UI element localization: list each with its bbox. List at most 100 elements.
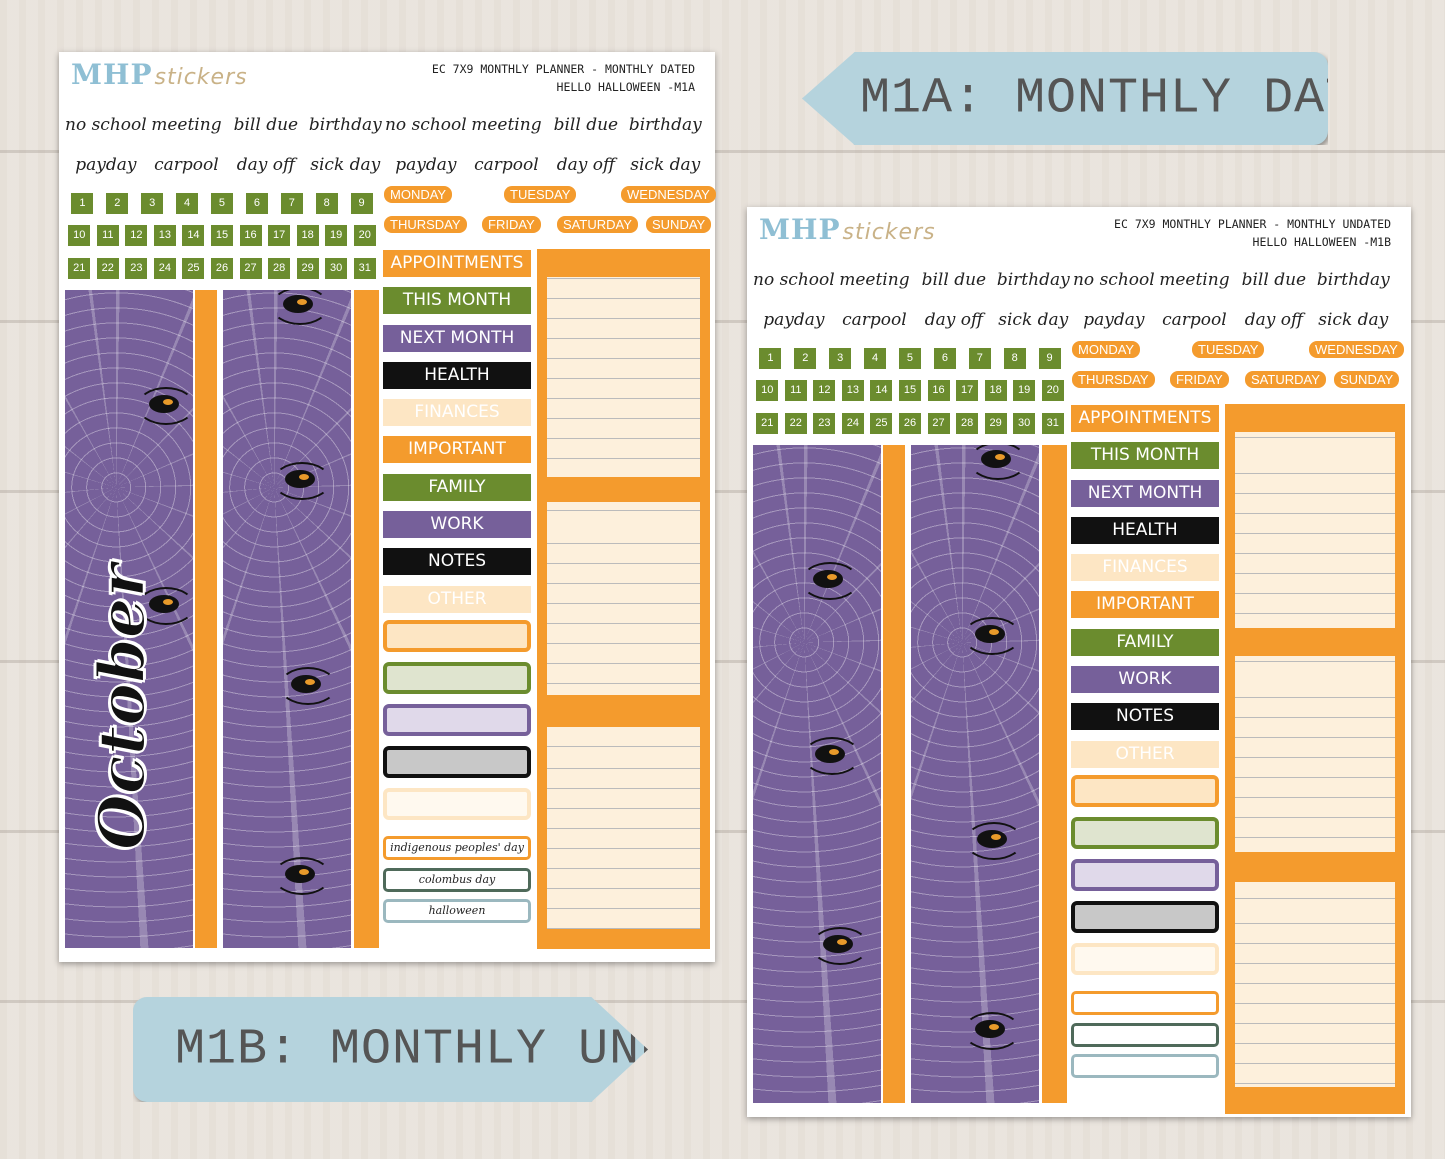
category-label: NEXT MONTH <box>1071 479 1219 507</box>
blank-boxes <box>383 620 531 830</box>
word-sticker: bill due <box>553 115 619 135</box>
word-sticker: carpool <box>842 310 907 330</box>
word-sticker: bill due <box>233 115 299 135</box>
word-sticker: carpool <box>474 155 539 175</box>
brand-logo: MHPstickers <box>71 58 248 91</box>
blank-holiday-sticker <box>1071 1022 1219 1047</box>
date-sticker: 27 <box>927 413 950 434</box>
orange-strip-2 <box>354 290 379 948</box>
undated-tag-text: M1B: MONTHLY UNDATED <box>175 1021 796 1078</box>
sheet-header: EC 7X9 MONTHLY PLANNER - MONTHLY UNDATED… <box>1114 217 1391 249</box>
category-label: FAMILY <box>1071 628 1219 656</box>
date-sticker: 17 <box>268 225 291 246</box>
word-sticker: bill due <box>921 270 987 290</box>
date-sticker: 12 <box>125 225 148 246</box>
word-sticker: bill due <box>1241 270 1307 290</box>
date-sticker: 9 <box>1038 348 1061 369</box>
word-sticker: carpool <box>154 155 219 175</box>
category-label: THIS MONTH <box>383 287 531 315</box>
spiderweb-strip-2 <box>911 445 1039 1103</box>
date-sticker: 8 <box>1003 348 1026 369</box>
lined-note <box>547 502 700 695</box>
weekday-stickers: MONDAY TUESDAY WEDNESDAY THURSDAY FRIDAY SATU… <box>1072 341 1404 411</box>
date-sticker: 1 <box>71 193 94 214</box>
date-sticker: 9 <box>350 193 373 214</box>
category-label: NOTES <box>383 548 531 576</box>
date-sticker: 11 <box>96 225 119 246</box>
category-label: FAMILY <box>383 473 531 501</box>
spider-icon <box>963 1012 1021 1050</box>
date-sticker: 28 <box>268 258 291 279</box>
word-sticker: sick day <box>630 155 701 175</box>
word-sticker: no school <box>1072 270 1155 290</box>
category-label: NEXT MONTH <box>383 324 531 352</box>
spiderweb-strip-2 <box>223 290 351 948</box>
date-sticker: 17 <box>956 380 979 401</box>
date-sticker: 5 <box>898 348 921 369</box>
sticker-sheet-dated: MHPstickers EC 7X9 MONTHLY PLANNER - MON… <box>59 52 716 962</box>
date-sticker: 2 <box>794 348 817 369</box>
word-sticker: meeting <box>839 270 910 290</box>
date-sticker: 29 <box>296 258 319 279</box>
weekday-sticker: FRIDAY <box>482 216 541 233</box>
date-sticker: 15 <box>898 380 921 401</box>
weekday-sticker: FRIDAY <box>1170 371 1229 388</box>
date-row-3: 21 22 23 24 25 26 27 28 29 30 31 <box>65 258 379 279</box>
date-sticker: 26 <box>898 413 921 434</box>
word-stickers: no school meeting bill due birthday no schoo… <box>65 108 705 182</box>
date-sticker: 30 <box>1013 413 1036 434</box>
month-title: October <box>84 563 161 851</box>
date-sticker: 3 <box>829 348 852 369</box>
date-sticker: 6 <box>933 348 956 369</box>
word-sticker: sick day <box>998 310 1069 330</box>
category-label: OTHER <box>383 585 531 613</box>
word-sticker: no school <box>753 270 835 290</box>
word-sticker: day off <box>924 310 983 330</box>
date-sticker: 7 <box>280 193 303 214</box>
date-sticker: 14 <box>182 225 205 246</box>
word-stickers: no school meeting bill due birthday no schoo… <box>753 263 1393 337</box>
date-sticker: 29 <box>984 413 1007 434</box>
lined-note <box>1235 656 1395 852</box>
word-sticker: birthday <box>1316 270 1390 290</box>
date-row-2: 10 11 12 13 14 15 16 17 18 19 20 <box>65 225 379 246</box>
word-sticker: meeting <box>1159 270 1230 290</box>
weekday-stickers: MONDAY TUESDAY WEDNESDAY THURSDAY FRIDAY SATU… <box>384 186 716 256</box>
weekday-sticker: SATURDAY <box>1245 371 1326 388</box>
blank-box <box>383 620 531 652</box>
date-sticker: 8 <box>315 193 338 214</box>
dated-tag-text: M1A: MONTHLY DATED <box>860 70 1419 127</box>
date-sticker: 24 <box>153 258 176 279</box>
spider-icon <box>137 587 193 625</box>
category-labels: APPOINTMENTS THIS MONTH NEXT MONTH HEALTH FI… <box>1071 405 1219 778</box>
date-sticker: 23 <box>813 413 836 434</box>
date-sticker: 28 <box>956 413 979 434</box>
date-sticker: 21 <box>68 258 91 279</box>
date-row-3: 21 22 23 24 25 26 27 28 29 30 31 <box>753 413 1067 434</box>
category-label: HEALTH <box>383 361 531 389</box>
holiday-stickers: indigenous peoples' day colombus day hal… <box>383 836 531 931</box>
weekday-sticker: TUESDAY <box>504 186 577 203</box>
category-label: FINANCES <box>383 399 531 427</box>
date-sticker: 22 <box>96 258 119 279</box>
spider-icon <box>137 387 193 425</box>
spider-icon <box>969 445 1027 480</box>
category-label: WORK <box>383 511 531 539</box>
word-sticker: birthday <box>628 115 702 135</box>
date-sticker: 27 <box>239 258 262 279</box>
category-labels: APPOINTMENTS THIS MONTH NEXT MONTH HEALTH FI… <box>383 250 531 623</box>
date-sticker: 25 <box>870 413 893 434</box>
weekday-sticker: SUNDAY <box>646 216 712 233</box>
date-sticker: 25 <box>182 258 205 279</box>
holiday-sticker: halloween <box>383 899 531 923</box>
date-sticker: 5 <box>210 193 233 214</box>
date-sticker: 18 <box>296 225 319 246</box>
date-sticker: 10 <box>756 380 779 401</box>
date-sticker: 10 <box>68 225 91 246</box>
spider-icon <box>279 667 337 705</box>
dated-tag: M1A: MONTHLY DATED <box>802 52 1328 145</box>
date-sticker: 26 <box>210 258 233 279</box>
lined-note <box>1235 432 1395 628</box>
